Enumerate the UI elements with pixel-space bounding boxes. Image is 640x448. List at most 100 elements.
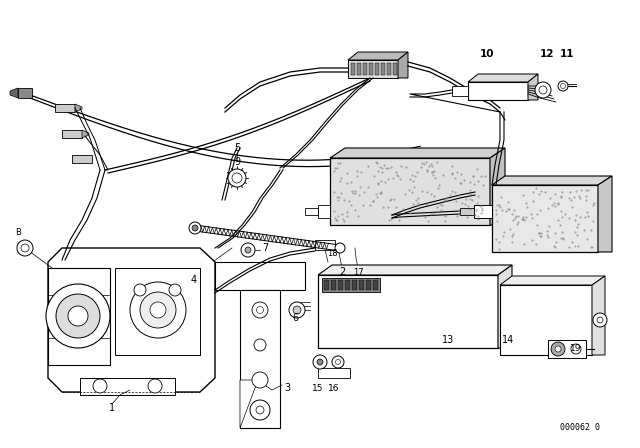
Polygon shape (492, 185, 598, 252)
Polygon shape (318, 275, 498, 348)
Circle shape (257, 306, 264, 314)
Polygon shape (468, 74, 538, 82)
Circle shape (593, 313, 607, 327)
Polygon shape (240, 380, 258, 428)
Polygon shape (315, 240, 335, 250)
Polygon shape (387, 63, 391, 75)
Circle shape (68, 306, 88, 326)
Polygon shape (398, 52, 408, 78)
Polygon shape (393, 63, 397, 75)
Polygon shape (55, 104, 75, 112)
Polygon shape (330, 148, 505, 158)
Polygon shape (363, 63, 367, 75)
Text: 19: 19 (570, 344, 582, 353)
Polygon shape (48, 268, 110, 365)
Circle shape (555, 346, 561, 352)
Circle shape (293, 306, 301, 314)
Polygon shape (62, 130, 82, 138)
Circle shape (134, 284, 146, 296)
Polygon shape (528, 74, 538, 100)
Text: 14: 14 (502, 335, 514, 345)
Text: 15: 15 (312, 383, 324, 392)
Circle shape (535, 82, 551, 98)
Text: 2: 2 (339, 267, 345, 277)
Polygon shape (240, 290, 280, 428)
Circle shape (254, 339, 266, 351)
Circle shape (335, 243, 345, 253)
Circle shape (241, 243, 255, 257)
Circle shape (571, 344, 581, 354)
Circle shape (558, 81, 568, 91)
Polygon shape (215, 262, 305, 290)
Polygon shape (318, 265, 512, 275)
Polygon shape (10, 88, 18, 98)
Circle shape (189, 222, 201, 234)
Text: 9: 9 (234, 157, 240, 167)
Polygon shape (80, 378, 175, 395)
Text: 16: 16 (328, 383, 340, 392)
Circle shape (93, 379, 107, 393)
Circle shape (335, 359, 340, 365)
Text: 18: 18 (326, 249, 337, 258)
Polygon shape (351, 63, 355, 75)
Polygon shape (452, 86, 468, 96)
Polygon shape (359, 280, 364, 290)
Text: 3: 3 (284, 383, 290, 393)
Polygon shape (366, 280, 371, 290)
Polygon shape (369, 63, 373, 75)
Polygon shape (592, 276, 605, 355)
Circle shape (256, 406, 264, 414)
Circle shape (539, 86, 547, 94)
Circle shape (317, 359, 323, 365)
Polygon shape (474, 205, 492, 218)
Polygon shape (318, 205, 330, 218)
Text: 000062 0: 000062 0 (560, 423, 600, 432)
Circle shape (169, 284, 181, 296)
Polygon shape (322, 278, 380, 292)
Polygon shape (460, 208, 474, 215)
Text: 10: 10 (480, 49, 494, 59)
Text: 4: 4 (191, 275, 197, 285)
Polygon shape (598, 176, 612, 252)
Text: 5: 5 (234, 143, 240, 153)
Polygon shape (498, 265, 512, 348)
Text: 17: 17 (353, 267, 364, 276)
Polygon shape (338, 280, 343, 290)
Polygon shape (348, 52, 408, 60)
Circle shape (245, 247, 251, 253)
Circle shape (561, 83, 566, 89)
Circle shape (21, 244, 29, 252)
Polygon shape (115, 268, 200, 355)
Polygon shape (18, 88, 32, 98)
Polygon shape (330, 158, 490, 225)
Polygon shape (318, 368, 350, 378)
Circle shape (140, 292, 176, 328)
Polygon shape (345, 280, 350, 290)
Polygon shape (357, 63, 361, 75)
Polygon shape (331, 280, 336, 290)
Text: 7: 7 (262, 243, 268, 253)
Circle shape (130, 282, 186, 338)
Circle shape (150, 302, 166, 318)
Circle shape (252, 302, 268, 318)
Circle shape (597, 317, 603, 323)
Polygon shape (500, 276, 605, 285)
Polygon shape (490, 148, 505, 225)
Circle shape (551, 342, 565, 356)
Circle shape (289, 302, 305, 318)
Text: 13: 13 (442, 335, 454, 345)
Polygon shape (324, 280, 329, 290)
Circle shape (332, 356, 344, 368)
Text: 12: 12 (540, 49, 554, 59)
Polygon shape (75, 104, 82, 112)
Polygon shape (381, 63, 385, 75)
Circle shape (56, 294, 100, 338)
Circle shape (228, 169, 246, 187)
Polygon shape (82, 130, 89, 138)
Circle shape (17, 240, 33, 256)
Circle shape (252, 372, 268, 388)
Polygon shape (352, 280, 357, 290)
Circle shape (313, 355, 327, 369)
Circle shape (232, 173, 242, 183)
Text: 6: 6 (292, 313, 298, 323)
